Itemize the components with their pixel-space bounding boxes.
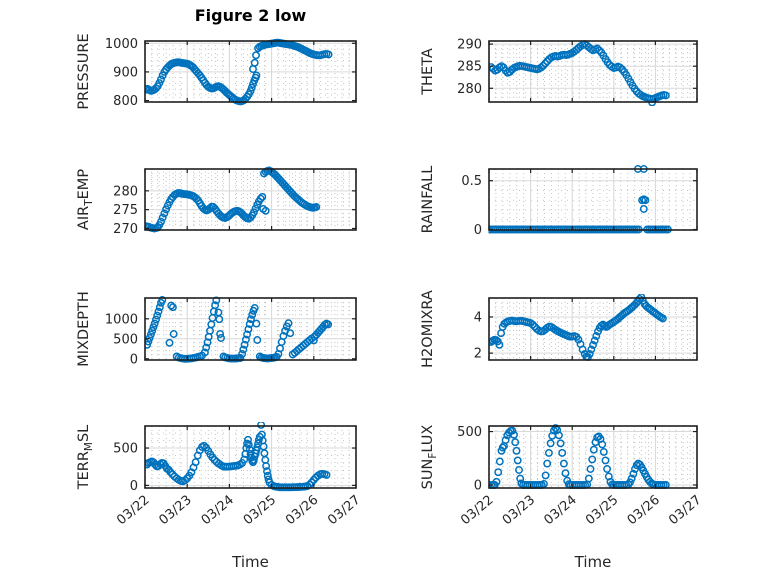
major-grid [145,169,356,230]
svg-text:03/25: 03/25 [241,493,279,529]
axis-box [144,168,357,231]
axis-box [144,297,357,361]
y-tick-labels: 270 275 280 [113,184,138,237]
axis-box [488,297,698,361]
svg-text:03/24: 03/24 [199,493,237,529]
tick-marks [144,41,357,102]
subplot-mixdepth: 0 500 1000 MIXDEPTH [76,291,357,367]
axis-box [488,168,698,231]
axis-box [488,425,698,489]
svg-text:280: 280 [113,184,138,199]
subplot-pressure: 800 900 1000 PRESSURE [76,33,357,110]
minor-grid [489,169,697,230]
scatter-series [488,40,670,106]
tick-marks [488,298,698,360]
svg-text:500: 500 [457,425,482,440]
svg-text:0: 0 [474,223,482,238]
y-tick-labels: 0 500 [457,425,482,493]
tick-marks [144,298,357,360]
y-axis-label: PRESSURE [76,33,92,109]
svg-text:280: 280 [457,82,482,97]
axis-box [144,425,357,489]
scatter-series [144,166,321,233]
figure-title: Figure 2 low [194,6,307,25]
svg-text:03/23: 03/23 [156,493,194,529]
svg-text:0.5: 0.5 [461,174,482,189]
minor-grid [489,298,697,360]
tick-marks [144,426,357,488]
svg-text:1000: 1000 [105,37,138,52]
x-axis-label: Time [574,553,612,571]
major-grid [145,298,356,360]
y-tick-labels: 24 [474,310,482,361]
subplot-sun-flux: 0 500 SUNFLUX 03/22 03/23 03/24 03/25 03/26 03/2… [420,424,705,571]
svg-text:03/26: 03/26 [625,493,663,529]
major-grid [489,169,697,230]
y-axis-label: AIRTEMP [76,169,95,230]
tick-marks [488,41,698,102]
y-axis-label: MIXDEPTH [76,291,92,367]
svg-text:4: 4 [474,310,482,325]
y-tick-labels: 0 500 [113,442,138,494]
svg-text:285: 285 [457,60,482,75]
svg-text:03/22: 03/22 [114,493,152,529]
x-axis-label: Time [231,553,269,571]
subplot-terr-msl: 0 500 TERRMSL 03/22 03/23 03/24 03/25 03/26 03/2… [76,422,364,571]
svg-text:290: 290 [457,38,482,53]
svg-text:03/27: 03/27 [325,493,363,529]
scatter-series [144,422,331,492]
svg-text:2: 2 [474,347,482,362]
y-tick-labels: 280 285 290 [457,38,482,97]
y-tick-labels: 800 900 1000 [105,37,138,109]
subplot-theta: 280 285 290 THETA [420,38,698,106]
subplot-air-temp: 270 275 280 AIRTEMP [76,166,357,237]
x-tick-labels: 03/22 03/23 03/24 03/25 03/26 03/27 [114,493,363,529]
scatter-series [488,294,667,362]
axis-box [488,40,698,103]
y-tick-labels: 00.5 [461,174,482,238]
y-tick-labels: 0 500 1000 [105,312,138,367]
scatter-series [488,165,672,234]
svg-text:500: 500 [113,332,138,347]
tick-marks [488,426,698,488]
scatter-series [144,296,333,363]
svg-text:500: 500 [113,442,138,457]
svg-text:03/25: 03/25 [583,493,621,529]
svg-text:1000: 1000 [105,312,138,327]
x-tick-labels: 03/22 03/23 03/24 03/25 03/26 03/27 [458,493,704,529]
svg-text:03/26: 03/26 [283,493,321,529]
svg-text:03/24: 03/24 [541,493,579,529]
tick-marks [488,169,698,231]
tick-marks [144,169,357,230]
svg-text:270: 270 [113,222,138,237]
svg-text:275: 275 [113,203,138,218]
svg-text:0: 0 [474,479,482,494]
scatter-series [144,38,333,106]
y-axis-label: SUNFLUX [420,425,439,490]
y-axis-label: THETA [420,48,436,96]
y-axis-label: H2OMIXRA [420,290,436,368]
svg-text:800: 800 [113,94,138,109]
svg-text:900: 900 [113,65,138,80]
svg-text:03/27: 03/27 [666,493,704,529]
svg-text:03/22: 03/22 [458,493,496,529]
svg-text:03/23: 03/23 [500,493,538,529]
svg-text:0: 0 [130,479,138,494]
major-grid [489,41,697,102]
y-axis-label: RAINFALL [420,166,436,234]
y-axis-label: TERRMSL [76,425,95,491]
svg-text:0: 0 [130,352,138,367]
